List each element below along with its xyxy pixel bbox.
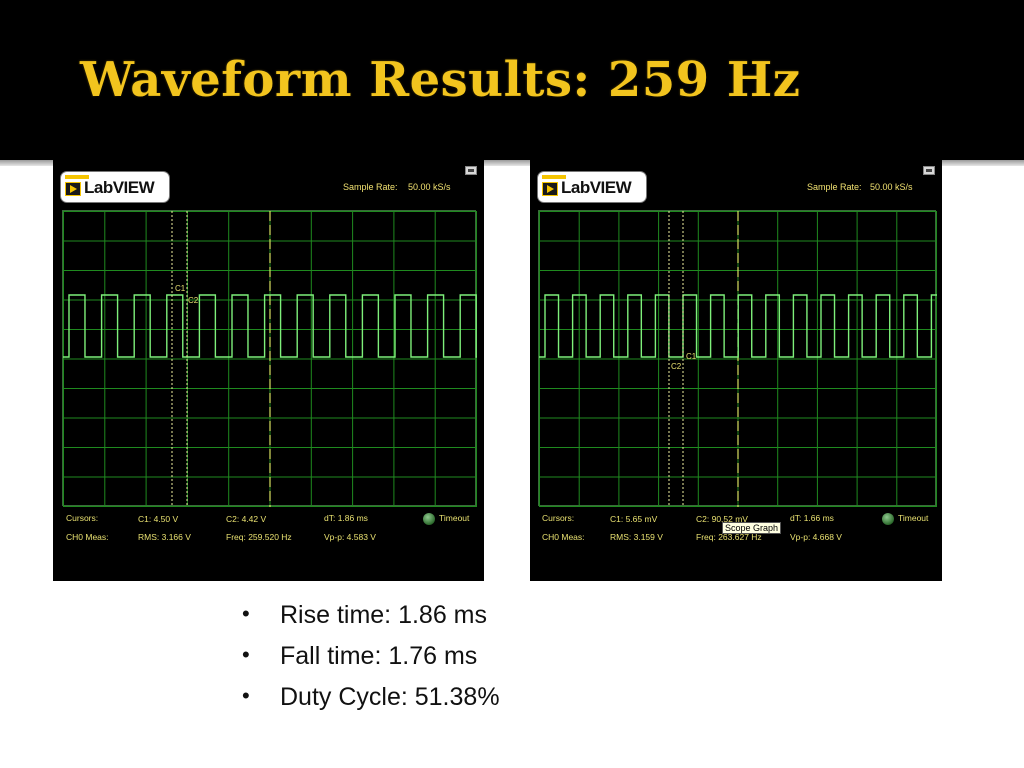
title-divider xyxy=(0,160,1024,166)
bullet-list: • Rise time: 1.86 ms • Fall time: 1.76 ms … xyxy=(240,601,500,724)
cursor-c1-label: C1 xyxy=(686,352,697,361)
sample-rate-value: 50.00 kS/s xyxy=(870,182,913,192)
labview-icon xyxy=(65,182,81,196)
title-bar xyxy=(0,0,1024,160)
cursor-c2-value: C2: 90.52 mV xyxy=(696,514,748,524)
timeout-label: Timeout xyxy=(898,513,929,523)
scope-graph[interactable]: C1 C2 xyxy=(538,210,937,507)
cursor-c1-value: C1: 4.50 V xyxy=(138,514,179,524)
cursor-c1-label: C1 xyxy=(175,284,186,293)
scope-graph[interactable]: C1 C2 xyxy=(62,210,477,507)
timeout-label: Timeout xyxy=(439,513,470,523)
vpp-value: Vp-p: 4.668 V xyxy=(790,532,842,542)
waveform-trace xyxy=(63,294,477,358)
cursor-dt-value: dT: 1.66 ms xyxy=(790,513,834,523)
labview-logo: LabVIEW xyxy=(538,172,646,202)
labview-logo: LabVIEW xyxy=(61,172,169,202)
rms-value: RMS: 3.159 V xyxy=(610,532,663,542)
cursor-c1-value: C1: 5.65 mV xyxy=(610,514,658,524)
freq-value: Freq: 259.520 Hz xyxy=(226,532,292,542)
cursor-c2-label: C2 xyxy=(671,362,682,371)
rms-value: RMS: 3.166 V xyxy=(138,532,191,542)
scope-panel-left: LabVIEW Sample Rate: 50.00 kS/s C1 C2 Cur… xyxy=(53,160,484,581)
bullet-fall-time: • Fall time: 1.76 ms xyxy=(242,642,478,670)
cursor-dt-value: dT: 1.86 ms xyxy=(324,513,368,523)
sample-rate-label: Sample Rate: xyxy=(807,182,862,192)
labview-icon xyxy=(542,182,558,196)
waveform-trace xyxy=(539,294,937,358)
bullet-duty-cycle: • Duty Cycle: 51.38% xyxy=(242,683,500,711)
freq-value: Freq: 263.627 Hz xyxy=(696,532,762,542)
sample-rate-label: Sample Rate: xyxy=(343,182,398,192)
ch0-meas-label: CH0 Meas: xyxy=(66,532,109,542)
scope-panel-right: LabVIEW Sample Rate: 50.00 kS/s C1 C2 Cur… xyxy=(530,160,942,581)
slide-title: Waveform Results: 259 Hz xyxy=(80,52,801,108)
timeout-indicator-icon[interactable] xyxy=(882,513,894,525)
bullet-rise-time: • Rise time: 1.86 ms xyxy=(242,601,488,629)
ch0-meas-label: CH0 Meas: xyxy=(542,532,585,542)
cursors-label: Cursors: xyxy=(542,513,575,523)
maximize-icon[interactable] xyxy=(465,166,477,175)
cursor-c2-label: C2 xyxy=(188,296,199,305)
timeout-indicator-icon[interactable] xyxy=(423,513,435,525)
cursor-c2-value: C2: 4.42 V xyxy=(226,514,267,524)
maximize-icon[interactable] xyxy=(923,166,935,175)
cursors-label: Cursors: xyxy=(66,513,99,523)
sample-rate-value: 50.00 kS/s xyxy=(408,182,451,192)
vpp-value: Vp-p: 4.583 V xyxy=(324,532,376,542)
scope-graph-tooltip: Scope Graph xyxy=(722,522,782,534)
